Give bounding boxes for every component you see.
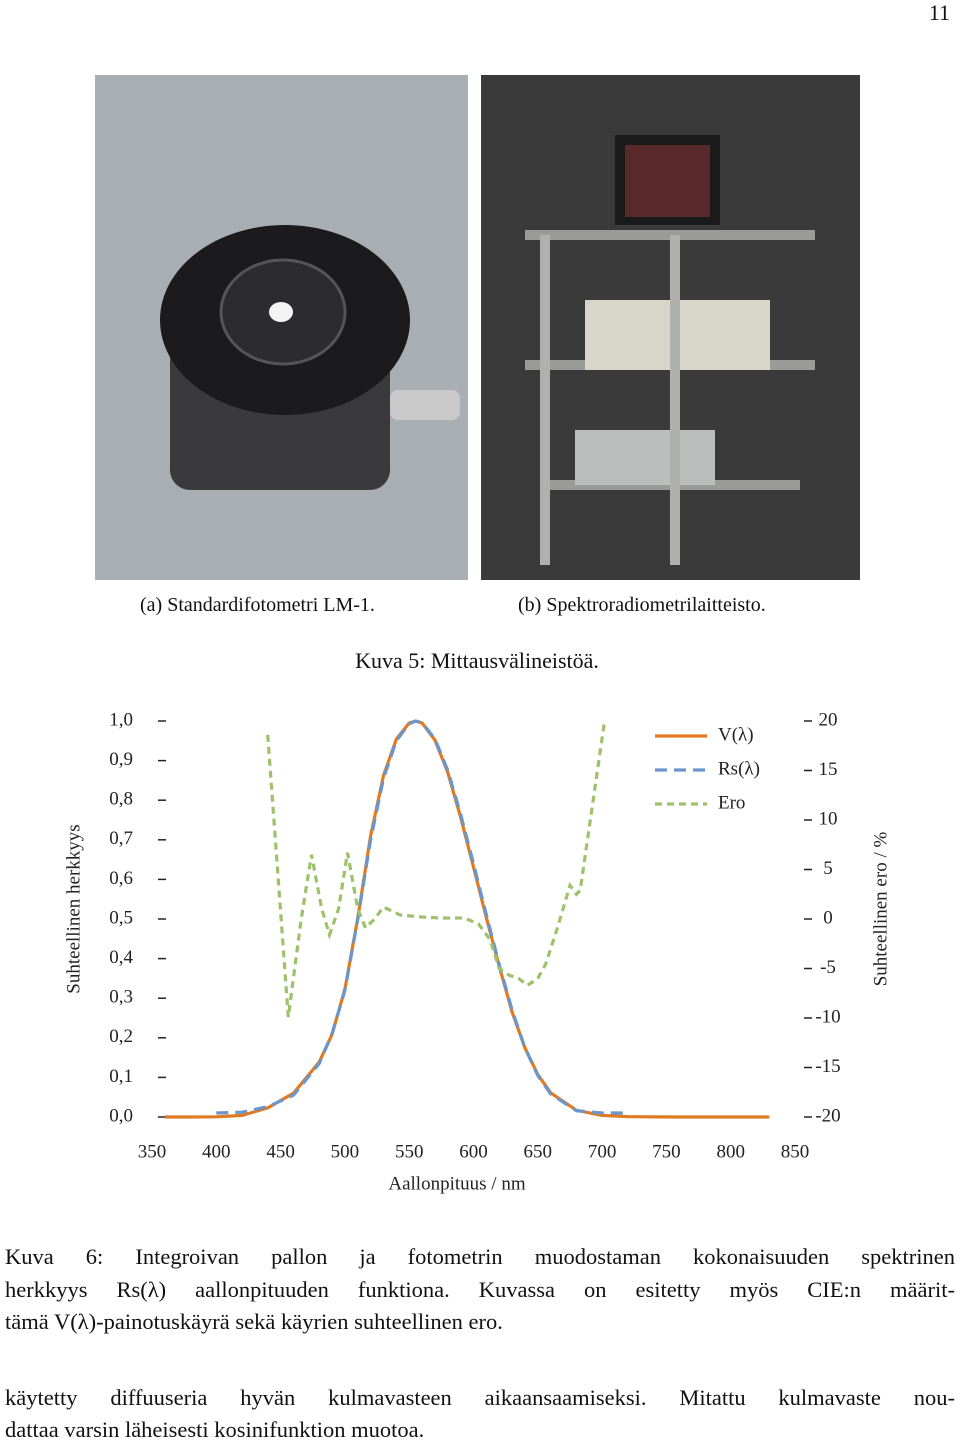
y-tick-label: 0,4	[109, 947, 133, 968]
y-tick-label: 0,1	[109, 1066, 133, 1087]
caption-line: tämä V(λ)-painotuskäyrä sekä käyrien suh…	[5, 1309, 503, 1334]
rack-leg	[540, 235, 550, 565]
y-tick-label: 0,2	[109, 1026, 133, 1047]
multimeter	[575, 430, 715, 485]
y-tick-label: 1,0	[109, 709, 133, 730]
photometer-sensor	[269, 302, 293, 322]
y2-tick-label: -5	[820, 957, 836, 978]
y2-tick-label: 20	[819, 709, 838, 730]
page-number: 11	[928, 0, 950, 25]
y-tick-label: 0,9	[109, 749, 133, 770]
x-tick-label: 450	[266, 1141, 295, 1162]
legend-label: V(λ)	[718, 724, 754, 745]
x-tick-label: 650	[524, 1141, 553, 1162]
y-axis-label: Suhteellinen herkkyys	[63, 824, 84, 993]
y2-tick-label: 0	[823, 907, 833, 928]
y2-tick-label: 10	[819, 808, 838, 829]
body-line: käytetty diffuuseria hyvän kulmavasteen …	[5, 1385, 955, 1410]
y2-tick-label: -20	[815, 1105, 840, 1126]
caption-line: Kuva 6: Integroivan pallon ja fotometrin…	[5, 1244, 955, 1269]
laptop-screen	[625, 145, 710, 217]
y-tick-label: 0,3	[109, 987, 133, 1008]
body-line: dattaa varsin läheisesti kosinifunktion …	[5, 1417, 425, 1442]
series-line	[266, 719, 607, 1018]
y-tick-label: 0,6	[109, 868, 133, 889]
caption-a: (a) Standardifotometri LM-1.	[140, 594, 375, 616]
y2-tick-label: -15	[815, 1056, 840, 1077]
x-tick-label: 600	[459, 1141, 488, 1162]
x-tick-label: 500	[331, 1141, 360, 1162]
legend-label: Ero	[718, 792, 745, 813]
x-tick-label: 400	[202, 1141, 231, 1162]
x-tick-label: 550	[395, 1141, 424, 1162]
photos	[95, 75, 860, 580]
connector	[390, 390, 460, 420]
x-tick-label: 800	[716, 1141, 745, 1162]
figure-caption: Kuva 5: Mittausvälineistöä.	[355, 648, 599, 673]
y2-tick-label: -10	[815, 1006, 840, 1027]
y2-axis-label: Suhteellinen ero / %	[870, 832, 891, 987]
y-tick-label: 0,7	[109, 828, 133, 849]
y2-tick-label: 5	[823, 858, 833, 879]
x-axis-label: Aallonpituus / nm	[388, 1173, 525, 1194]
x-tick-label: 700	[588, 1141, 617, 1162]
y-tick-label: 0,0	[109, 1105, 133, 1126]
y2-tick-label: 15	[819, 759, 838, 780]
y-tick-label: 0,8	[109, 789, 133, 810]
x-tick-label: 750	[652, 1141, 681, 1162]
x-tick-label: 850	[781, 1141, 810, 1162]
x-tick-label: 350	[138, 1141, 167, 1162]
chart: 0,0 0,1 0,2 0,3 0,4 0,5 0,6 0,7 0,8 0,9 1,0 -20 -15 -…	[63, 709, 891, 1194]
y-tick-label: 0,5	[109, 907, 133, 928]
legend-label: Rs(λ)	[718, 758, 760, 779]
caption-line: herkkyys Rs(λ) aallonpituuden funktiona.…	[5, 1277, 955, 1302]
rack-leg	[670, 235, 680, 565]
caption-b: (b) Spektroradiometrilaitteisto.	[518, 594, 766, 616]
